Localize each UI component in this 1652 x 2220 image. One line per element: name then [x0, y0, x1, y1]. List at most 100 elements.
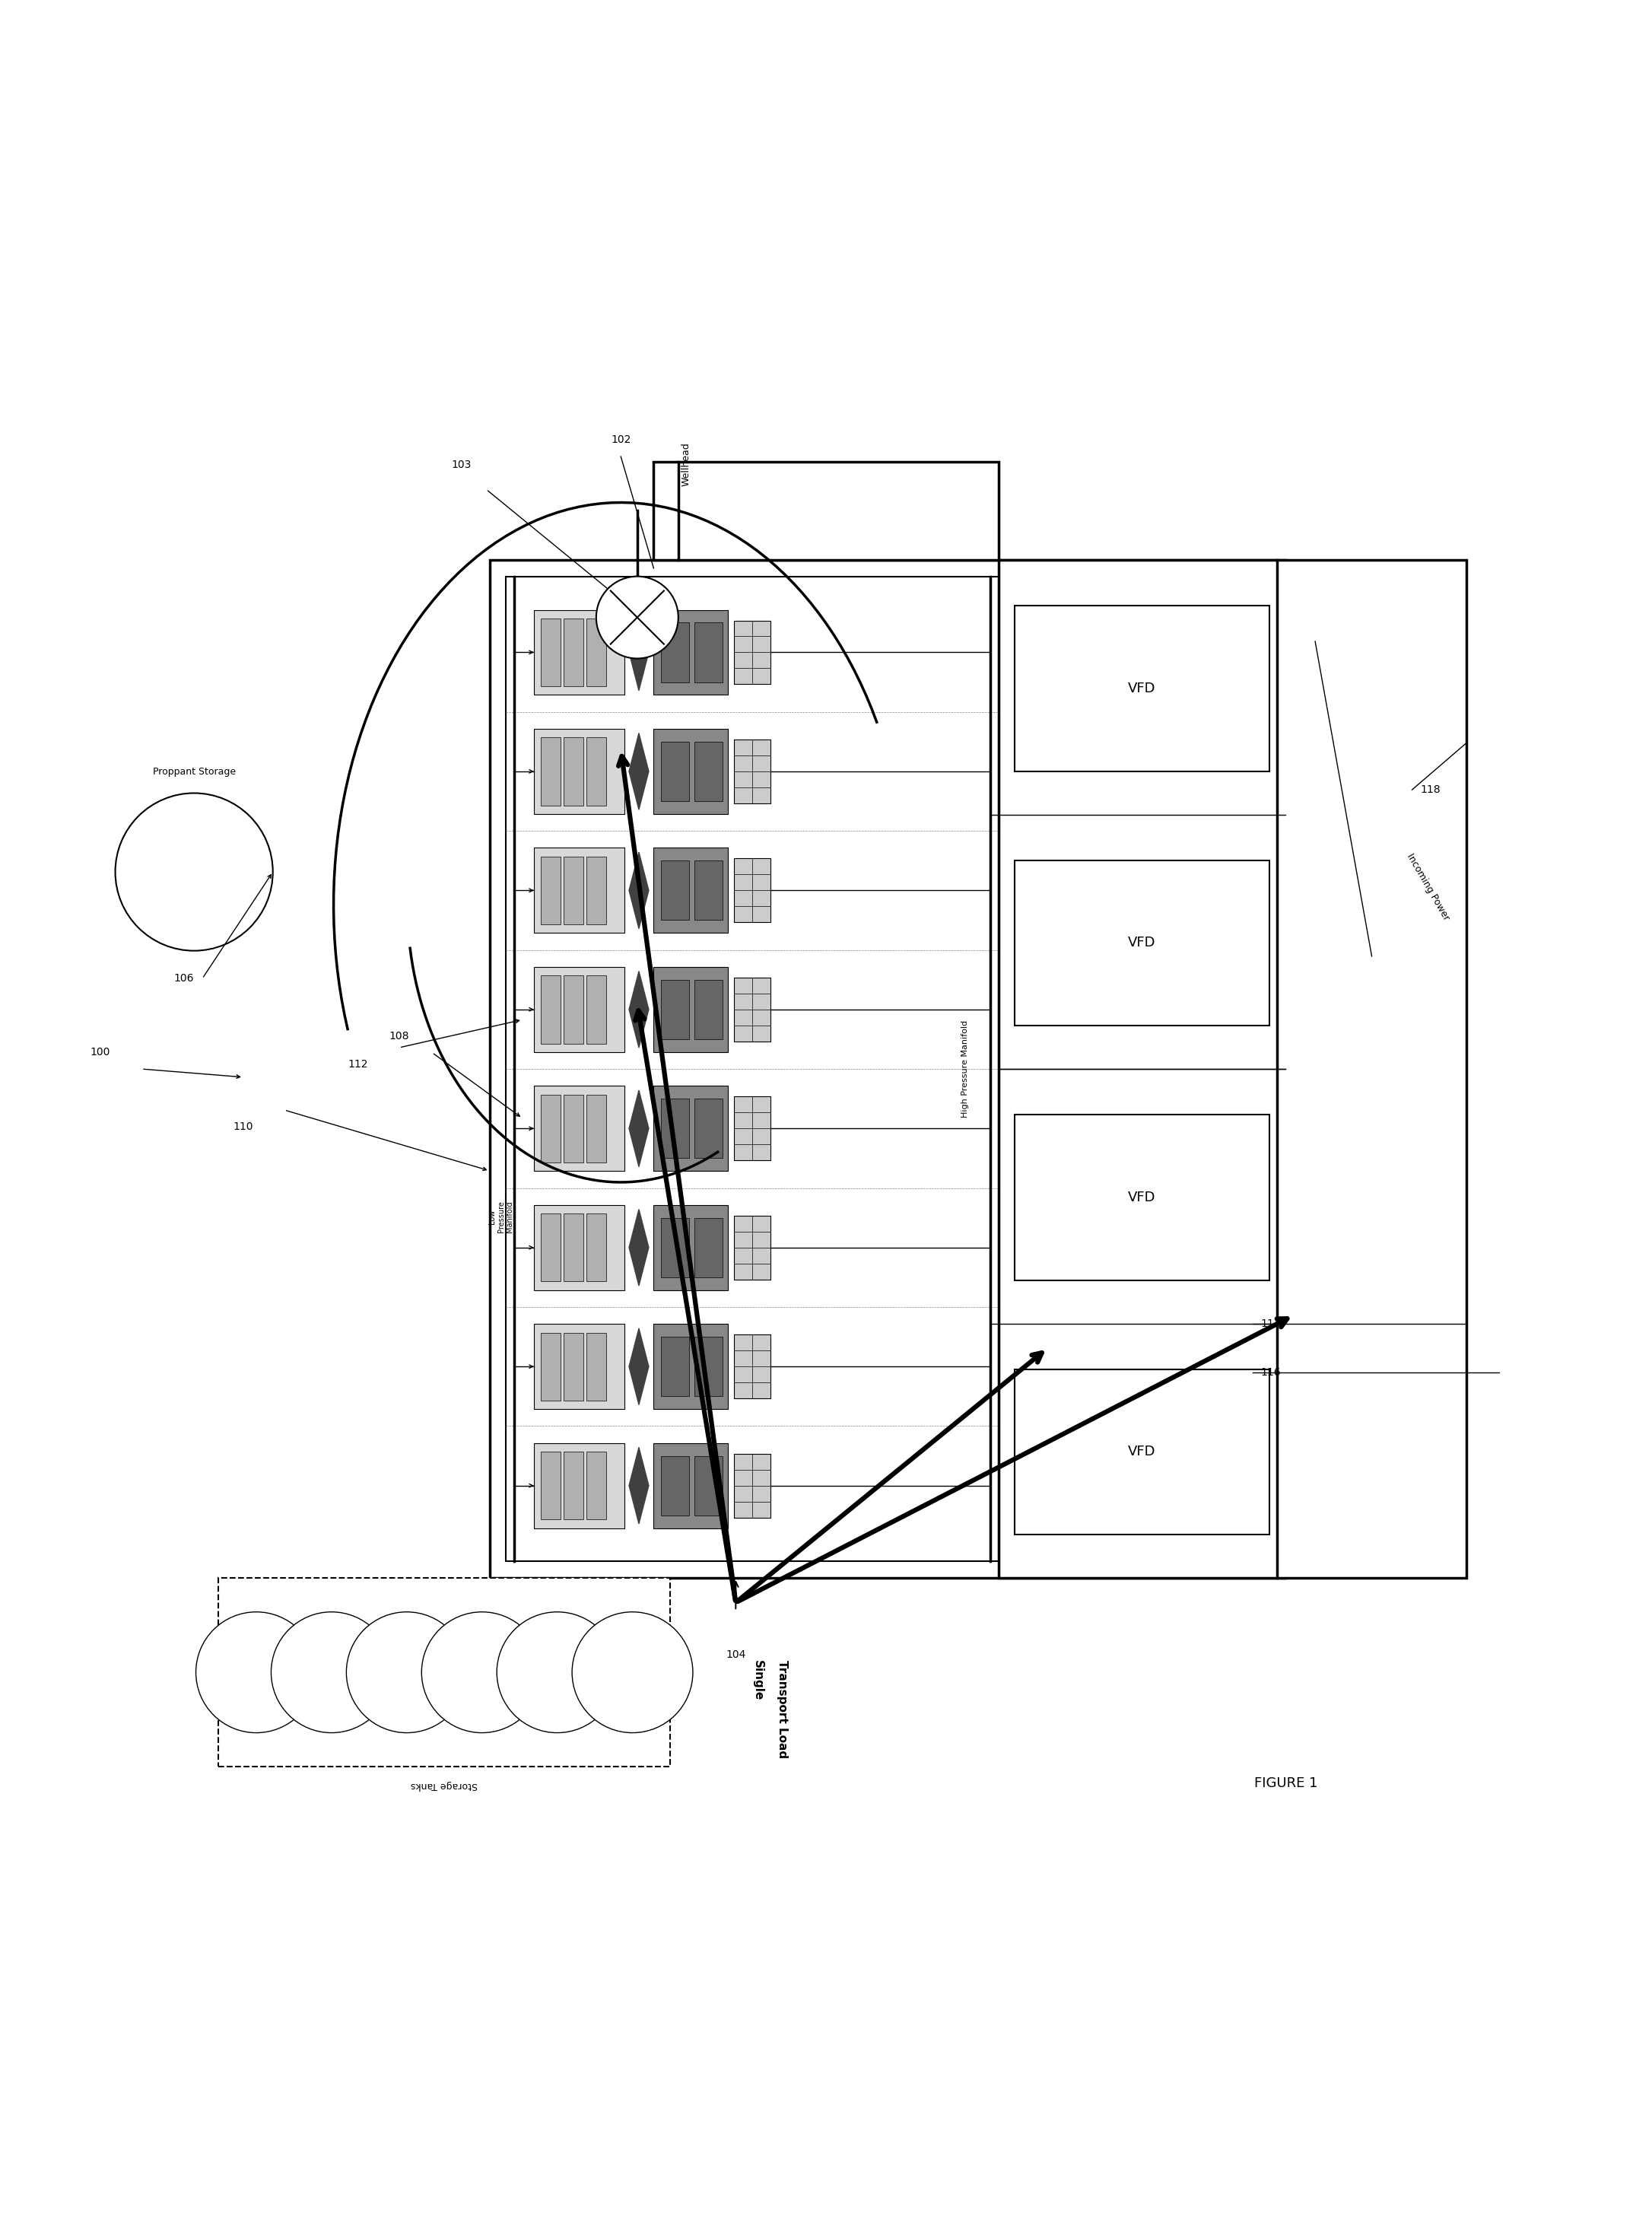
Bar: [534, 968, 624, 1052]
Polygon shape: [629, 653, 649, 690]
Bar: [694, 1336, 722, 1396]
Bar: [542, 1214, 562, 1281]
Bar: [733, 1334, 770, 1399]
Bar: [733, 977, 770, 1041]
Bar: [586, 1452, 606, 1518]
Bar: [542, 1332, 562, 1401]
Bar: [998, 559, 1285, 1578]
Text: 108: 108: [390, 1030, 410, 1041]
Polygon shape: [629, 770, 649, 810]
Circle shape: [596, 577, 679, 659]
Bar: [586, 737, 606, 806]
Text: 118: 118: [1421, 784, 1441, 795]
Text: 103: 103: [451, 460, 471, 471]
Text: 102: 102: [611, 435, 631, 446]
Text: Proppant Storage: Proppant Storage: [152, 766, 236, 777]
Bar: [694, 1219, 722, 1276]
Bar: [1014, 1114, 1269, 1281]
Text: 104: 104: [725, 1649, 745, 1661]
Polygon shape: [629, 1248, 649, 1285]
Bar: [661, 1219, 689, 1276]
Bar: [489, 559, 1277, 1578]
Bar: [1014, 1370, 1269, 1534]
Bar: [661, 741, 689, 801]
Bar: [534, 848, 624, 932]
Polygon shape: [629, 1128, 649, 1168]
Bar: [563, 1094, 583, 1163]
Bar: [654, 968, 727, 1052]
Bar: [586, 857, 606, 924]
Circle shape: [421, 1612, 542, 1734]
Bar: [694, 1099, 722, 1159]
Bar: [733, 1454, 770, 1518]
Polygon shape: [629, 733, 649, 770]
Text: FIGURE 1: FIGURE 1: [1254, 1776, 1317, 1789]
Text: 106: 106: [173, 972, 193, 983]
Bar: [1014, 861, 1269, 1026]
Text: Low
Pressure
Manifold: Low Pressure Manifold: [489, 1201, 514, 1232]
Bar: [542, 857, 562, 924]
Text: VFD: VFD: [1128, 1445, 1156, 1459]
Bar: [534, 728, 624, 815]
Bar: [542, 975, 562, 1043]
Bar: [506, 577, 998, 1561]
Bar: [563, 975, 583, 1043]
Polygon shape: [629, 1368, 649, 1405]
Polygon shape: [629, 1485, 649, 1523]
Bar: [694, 1456, 722, 1516]
Bar: [586, 1332, 606, 1401]
Bar: [534, 1443, 624, 1527]
Bar: [542, 1452, 562, 1518]
Bar: [1277, 559, 1467, 1578]
Text: 114: 114: [1260, 1319, 1282, 1330]
Bar: [586, 1214, 606, 1281]
Circle shape: [197, 1612, 317, 1734]
Bar: [218, 1578, 671, 1767]
Bar: [542, 619, 562, 686]
Bar: [733, 859, 770, 921]
Bar: [534, 1323, 624, 1410]
Bar: [586, 975, 606, 1043]
Bar: [534, 610, 624, 695]
Bar: [534, 1205, 624, 1290]
Bar: [661, 861, 689, 919]
Circle shape: [271, 1612, 392, 1734]
Bar: [654, 1205, 727, 1290]
Bar: [694, 979, 722, 1039]
Bar: [542, 1094, 562, 1163]
Bar: [694, 741, 722, 801]
Text: 110: 110: [233, 1121, 253, 1132]
Text: VFD: VFD: [1128, 1190, 1156, 1203]
Text: VFD: VFD: [1128, 937, 1156, 950]
Text: Incoming Power: Incoming Power: [1404, 852, 1450, 921]
Bar: [661, 1456, 689, 1516]
Bar: [694, 622, 722, 682]
Bar: [654, 728, 727, 815]
Bar: [654, 1323, 727, 1410]
Bar: [661, 979, 689, 1039]
Text: 116: 116: [1260, 1368, 1282, 1379]
Text: 100: 100: [91, 1048, 111, 1059]
Polygon shape: [629, 970, 649, 1010]
Text: Transport Load: Transport Load: [776, 1661, 788, 1758]
Bar: [654, 610, 727, 695]
Text: Single: Single: [752, 1661, 763, 1701]
Bar: [661, 1336, 689, 1396]
Bar: [661, 622, 689, 682]
Bar: [694, 861, 722, 919]
Bar: [563, 1214, 583, 1281]
Bar: [563, 737, 583, 806]
Bar: [654, 1443, 727, 1527]
Bar: [733, 739, 770, 804]
Bar: [563, 619, 583, 686]
Circle shape: [116, 793, 273, 950]
Bar: [654, 462, 998, 559]
Polygon shape: [629, 615, 649, 653]
Bar: [733, 1097, 770, 1161]
Circle shape: [497, 1612, 618, 1734]
Bar: [733, 619, 770, 684]
Text: 112: 112: [349, 1059, 368, 1070]
Polygon shape: [629, 852, 649, 890]
Text: Storage Tanks: Storage Tanks: [411, 1780, 477, 1789]
Bar: [1014, 606, 1269, 770]
